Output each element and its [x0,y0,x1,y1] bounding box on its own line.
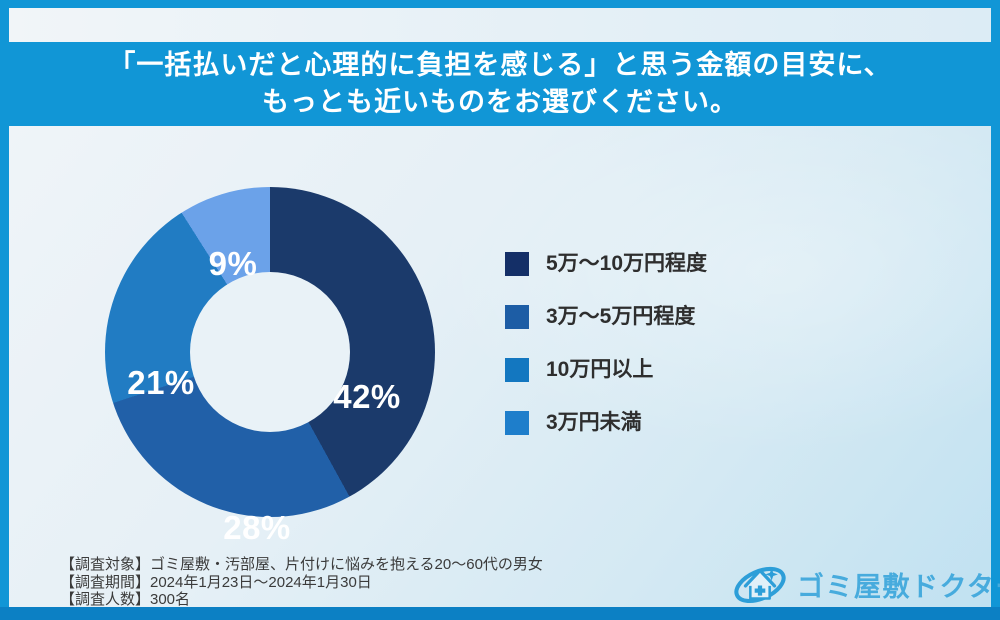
legend-label: 3万〜5万円程度 [546,305,696,328]
top-white-strip [9,8,991,42]
survey-target-line: 【調査対象】ゴミ屋敷・汚部屋、片付けに悩みを抱える20〜60代の男女 [60,556,543,573]
slice-label-over10man: 21% [127,364,195,401]
legend-swatch [505,358,529,382]
brand-logo: ゴミ屋敷ドクター [731,555,1000,613]
slice-label-5to10man: 42% [333,378,401,415]
title-banner: 「一括払いだと心理的に負担を感じる」と思う金額の目安に、 もっとも近いものをお選… [0,42,1000,126]
bottom-border [0,607,1000,620]
legend-label: 3万円未満 [546,411,642,434]
donut-hole [190,272,350,432]
survey-count-line: 【調査人数】300名 [60,591,191,608]
survey-period-line: 【調査期間】2024年1月23日〜2024年1月30日 [60,573,372,591]
survey-notes: 【調査対象】ゴミ屋敷・汚部屋、片付けに悩みを抱える20〜60代の男女 【調査期間… [60,556,543,609]
content-area: 42% 28% 21% 9% 5万〜10万円程度 3万〜5万円程度 10万円以上… [9,126,1000,609]
legend-swatch [505,252,529,276]
legend-item: 10万円以上 [505,358,707,382]
slice-label-under3man: 9% [208,245,258,282]
chart-legend: 5万〜10万円程度 3万〜5万円程度 10万円以上 3万円未満 [505,252,707,435]
brand-logo-text: ゴミ屋敷ドクター [797,571,1000,602]
donut-chart: 42% 28% 21% 9% [105,187,435,546]
slice-label-3to5man: 28% [223,509,291,546]
legend-item: 3万円未満 [505,411,707,435]
legend-swatch [505,411,529,435]
legend-swatch [505,305,529,329]
title-line-2: もっとも近いものをお選びください。 [262,87,738,117]
legend-item: 3万〜5万円程度 [505,305,707,329]
house-cross-orbit-icon [731,555,789,613]
title-line-1: 「一括払いだと心理的に負担を感じる」と思う金額の目安に、 [108,50,892,80]
legend-item: 5万〜10万円程度 [505,252,707,276]
legend-label: 5万〜10万円程度 [546,252,708,275]
legend-label: 10万円以上 [546,358,654,381]
